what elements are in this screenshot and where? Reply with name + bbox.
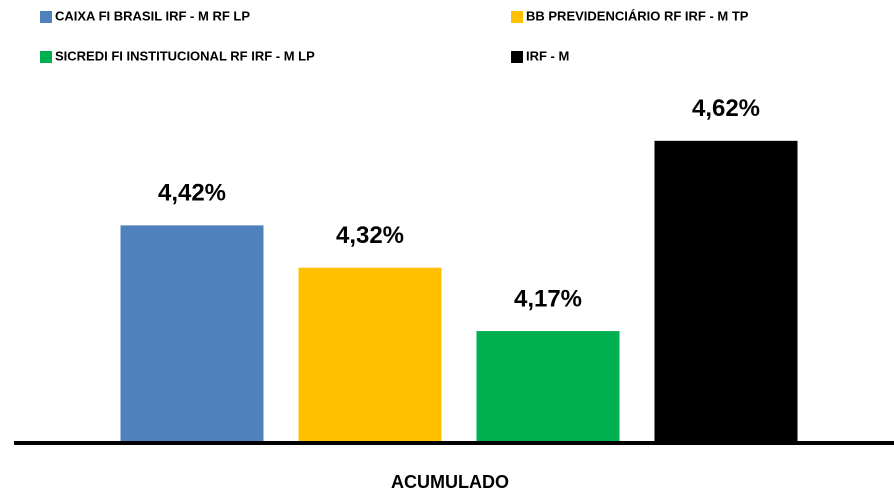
legend-label: BB PREVIDENCIÁRIO RF IRF - M TP xyxy=(526,8,749,23)
legend-swatch xyxy=(511,51,523,63)
legend-swatch xyxy=(40,11,52,23)
bar xyxy=(120,225,264,441)
bar xyxy=(298,267,442,441)
legend-swatch xyxy=(40,51,52,63)
bar xyxy=(476,331,620,441)
data-label: 4,32% xyxy=(336,222,404,249)
data-label: 4,62% xyxy=(692,95,760,122)
legend-label: SICREDI FI INSTITUCIONAL RF IRF - M LP xyxy=(55,48,315,63)
legend-label: IRF - M xyxy=(526,48,569,63)
data-label: 4,17% xyxy=(514,285,582,312)
legend-swatch xyxy=(511,11,523,23)
data-label: 4,42% xyxy=(158,180,226,207)
bar xyxy=(654,140,798,441)
legend-label: CAIXA FI BRASIL IRF - M RF LP xyxy=(55,8,250,23)
x-tick-label: ACUMULADO xyxy=(391,472,509,492)
